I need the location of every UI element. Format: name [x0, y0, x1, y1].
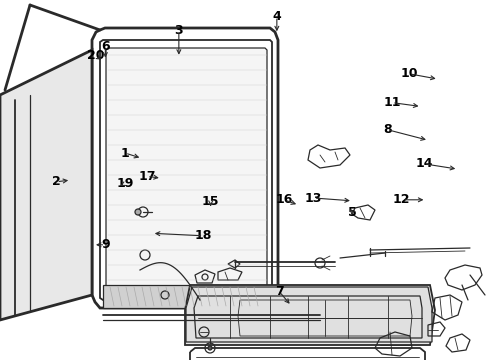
Polygon shape: [186, 287, 432, 342]
Text: 14: 14: [415, 157, 433, 170]
Text: 8: 8: [383, 123, 392, 136]
Text: 18: 18: [195, 229, 212, 242]
Text: 3: 3: [174, 24, 183, 37]
Text: 6: 6: [101, 40, 110, 53]
Text: 10: 10: [400, 67, 418, 80]
Text: 5: 5: [348, 206, 357, 219]
Polygon shape: [106, 48, 267, 292]
Text: 16: 16: [275, 193, 293, 206]
Circle shape: [135, 209, 141, 215]
Circle shape: [208, 346, 212, 350]
Text: 15: 15: [202, 195, 220, 208]
Text: 17: 17: [138, 170, 156, 183]
Polygon shape: [103, 285, 267, 308]
Text: 2: 2: [52, 175, 61, 188]
Text: 20: 20: [87, 49, 104, 62]
Text: 11: 11: [383, 96, 401, 109]
Polygon shape: [0, 50, 92, 320]
Text: 13: 13: [305, 192, 322, 204]
Text: 12: 12: [393, 193, 411, 206]
Text: 1: 1: [121, 147, 129, 159]
Polygon shape: [185, 285, 435, 345]
Text: 7: 7: [275, 285, 284, 298]
Text: 19: 19: [116, 177, 134, 190]
Text: 4: 4: [272, 10, 281, 23]
Text: 9: 9: [101, 238, 110, 251]
